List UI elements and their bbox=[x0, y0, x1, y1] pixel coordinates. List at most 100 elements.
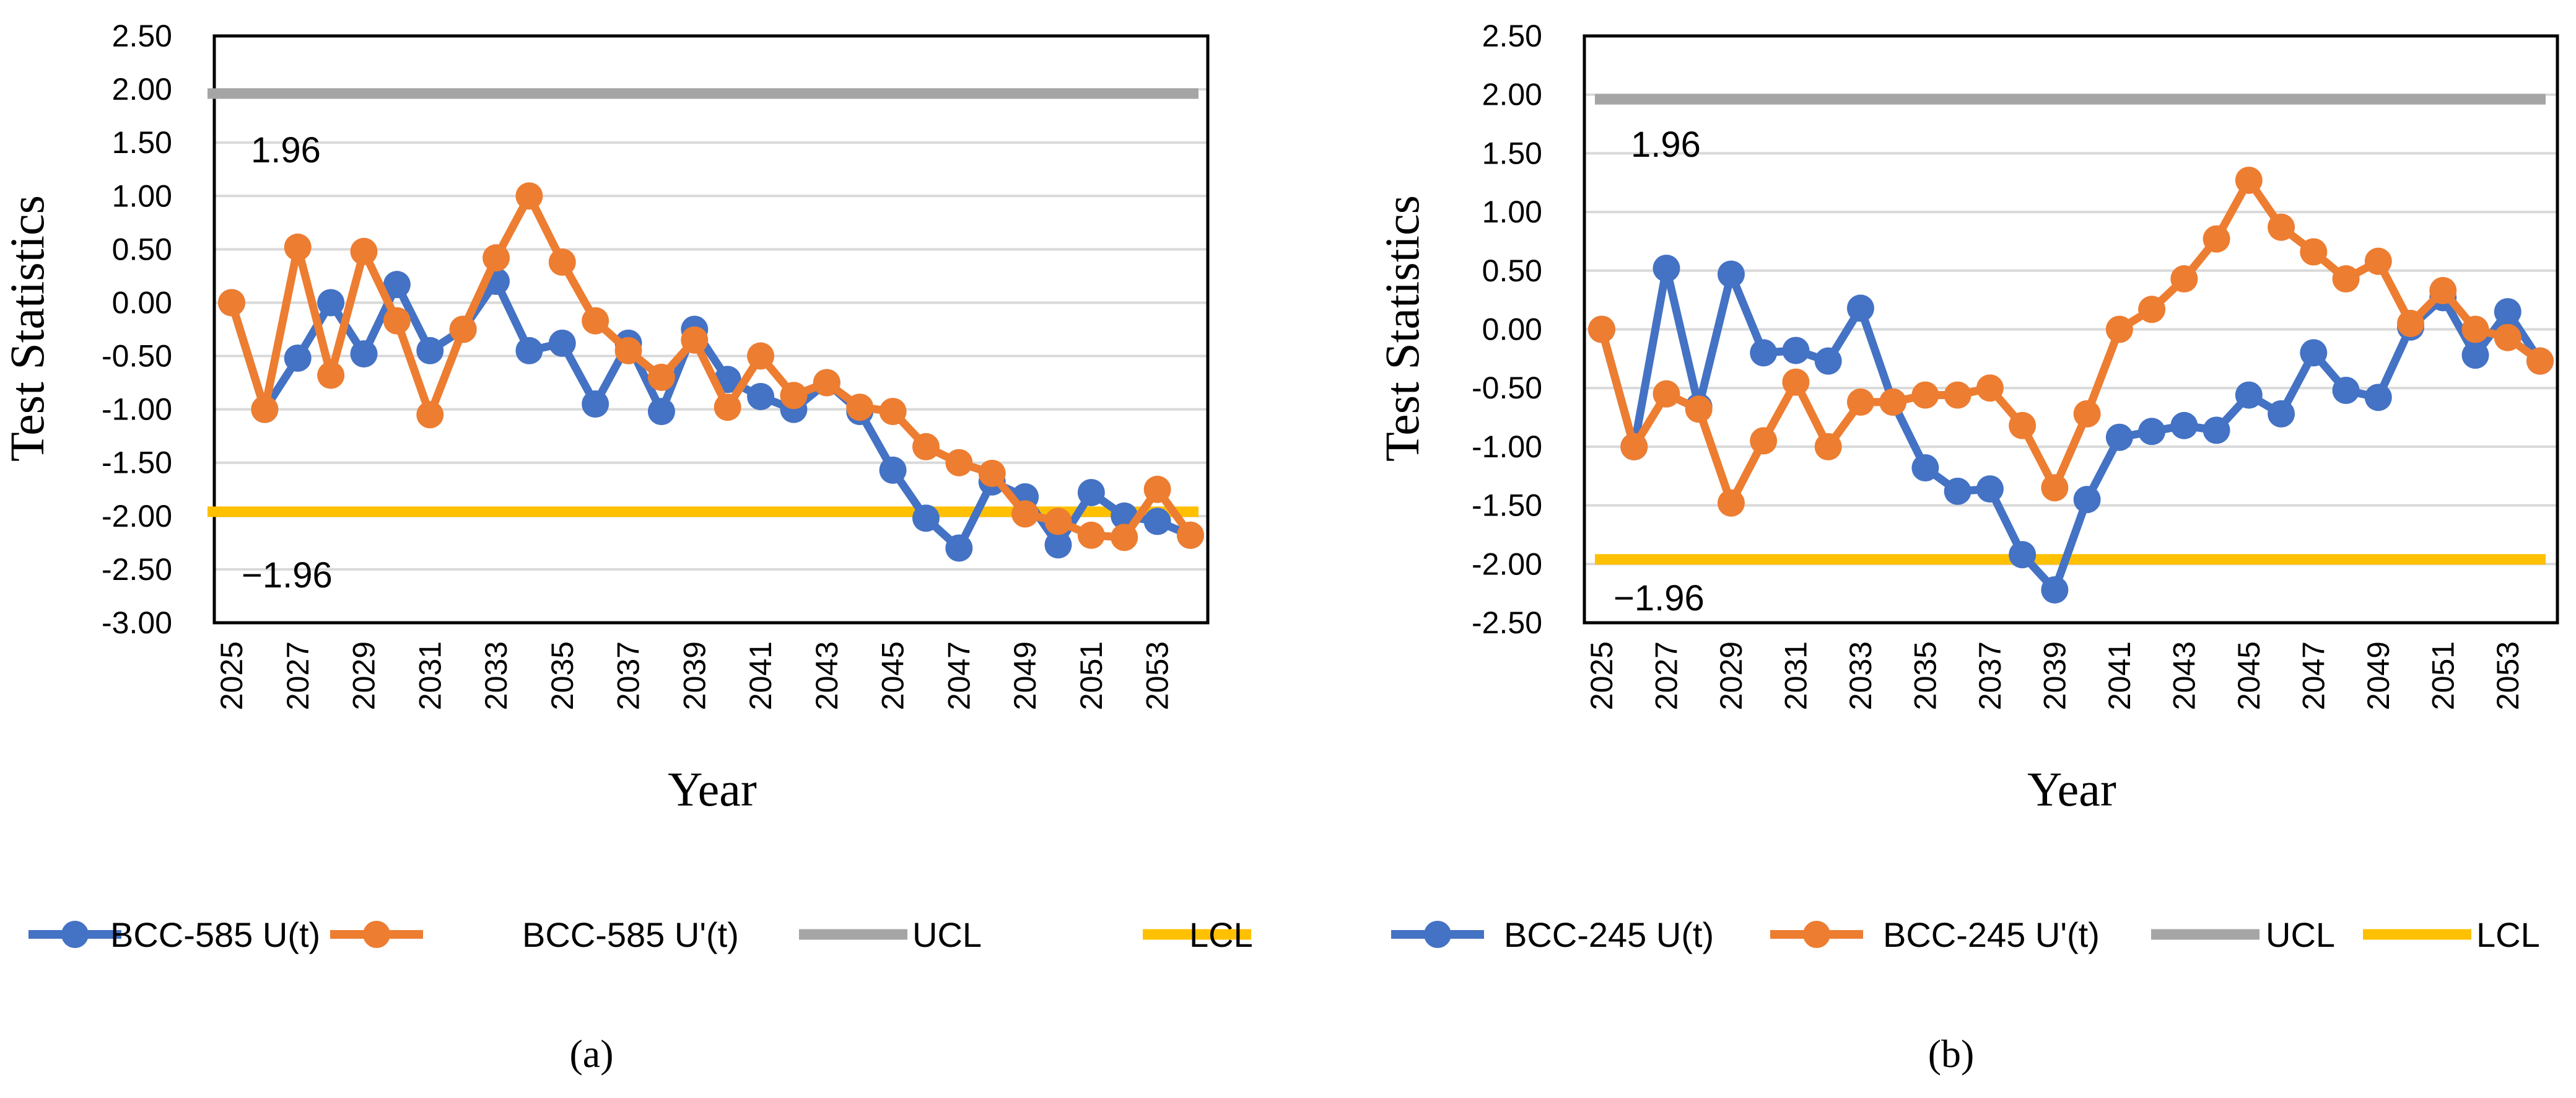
data-point bbox=[780, 382, 808, 410]
data-point bbox=[1111, 524, 1138, 551]
y-tick-label: -2.50 bbox=[102, 552, 172, 587]
y-tick-label: 2.50 bbox=[112, 19, 172, 53]
ucl-value-label: 1.96 bbox=[1631, 125, 1701, 165]
x-tick-label: 2039 bbox=[2037, 641, 2072, 710]
data-point bbox=[1044, 531, 1072, 559]
data-point bbox=[1750, 427, 1778, 455]
data-point bbox=[2138, 418, 2166, 446]
data-point bbox=[1143, 475, 1171, 503]
x-tick-label: 2035 bbox=[1908, 641, 1942, 710]
data-point bbox=[2364, 384, 2392, 411]
data-point bbox=[350, 237, 378, 265]
data-point bbox=[284, 344, 312, 372]
data-point bbox=[1814, 347, 1842, 375]
y-tick-label: 2.50 bbox=[1482, 19, 1542, 53]
legend-label: LCL bbox=[2476, 915, 2540, 954]
x-tick-label: 2047 bbox=[941, 641, 976, 710]
y-tick-label: -2.00 bbox=[1472, 547, 1542, 581]
data-point bbox=[1011, 500, 1039, 528]
data-point bbox=[2397, 310, 2425, 338]
data-point bbox=[1588, 315, 1615, 343]
y-tick-label: -2.00 bbox=[102, 499, 172, 534]
data-point bbox=[1944, 381, 1971, 409]
x-tick-label: 2049 bbox=[1008, 641, 1042, 710]
legend: BCC-585 U(t) BCC-585 U'(t) UCL LCL bbox=[28, 915, 1253, 954]
data-point bbox=[2138, 296, 2166, 323]
data-point bbox=[582, 307, 609, 335]
data-point bbox=[1177, 521, 1204, 549]
x-tick-label: 2025 bbox=[214, 641, 249, 710]
x-tick-label: 2033 bbox=[1843, 641, 1878, 710]
data-point bbox=[1911, 454, 1939, 481]
data-point bbox=[284, 233, 312, 261]
data-point bbox=[647, 363, 675, 391]
x-tick-label: 2043 bbox=[810, 641, 844, 710]
x-tick-label: 2035 bbox=[545, 641, 580, 710]
data-point bbox=[2461, 315, 2489, 343]
y-tick-label: 1.50 bbox=[1482, 136, 1542, 170]
data-point bbox=[2268, 213, 2295, 241]
plot-frame bbox=[212, 34, 1210, 625]
y-tick-label: -0.50 bbox=[102, 339, 172, 374]
x-tick-label: 2041 bbox=[743, 641, 778, 710]
x-tick-label: 2041 bbox=[2102, 641, 2137, 710]
panel-caption: (b) bbox=[1928, 1032, 1975, 1076]
x-tick-label: 2053 bbox=[2491, 641, 2525, 710]
data-point bbox=[2105, 315, 2133, 343]
data-point bbox=[2235, 166, 2263, 194]
y-axis-title: Test Statistics bbox=[0, 195, 54, 462]
x-tick-label: 2053 bbox=[1140, 641, 1175, 710]
data-point bbox=[846, 393, 874, 421]
data-point bbox=[1685, 395, 1713, 423]
data-point bbox=[879, 398, 907, 426]
data-point bbox=[251, 395, 279, 423]
x-tick-label: 2039 bbox=[677, 641, 712, 710]
data-point bbox=[1782, 336, 1810, 364]
ucl-value-label: 1.96 bbox=[251, 130, 321, 170]
data-point bbox=[2073, 400, 2101, 428]
legend-marker bbox=[1424, 921, 1451, 948]
legend-label: BCC-245 U(t) bbox=[1504, 915, 1714, 954]
x-tick-label: 2027 bbox=[281, 641, 315, 710]
lcl-value-label: −1.96 bbox=[1613, 578, 1705, 618]
data-point bbox=[2332, 265, 2360, 293]
legend: BCC-245 U(t) BCC-245 U'(t) UCL LCL bbox=[1391, 915, 2540, 954]
y-tick-label: 0.00 bbox=[1482, 312, 1542, 347]
y-axis-title: Test Statistics bbox=[1375, 195, 1429, 462]
x-tick-label: 2051 bbox=[2425, 641, 2460, 710]
x-tick-label: 2045 bbox=[876, 641, 910, 710]
data-point bbox=[2203, 416, 2230, 444]
data-point bbox=[548, 329, 576, 357]
data-point bbox=[2364, 247, 2392, 275]
data-point bbox=[647, 398, 675, 426]
data-point bbox=[912, 433, 940, 460]
legend-marker bbox=[1803, 921, 1830, 948]
data-point bbox=[1911, 381, 1939, 409]
data-point bbox=[2073, 486, 2101, 514]
x-tick-label: 2049 bbox=[2361, 641, 2396, 710]
data-point bbox=[515, 336, 543, 364]
x-tick-label: 2045 bbox=[2232, 641, 2266, 710]
y-tick-label: 1.00 bbox=[112, 178, 172, 213]
data-point bbox=[2526, 347, 2554, 375]
y-tick-label: -0.50 bbox=[1472, 371, 1542, 405]
plot-frame bbox=[1583, 34, 2559, 625]
x-axis-title: Year bbox=[2027, 762, 2116, 816]
x-axis-title: Year bbox=[668, 762, 757, 816]
data-point bbox=[614, 336, 642, 364]
legend-marker bbox=[363, 921, 390, 948]
series-line-bcc-245-u-t- bbox=[1597, 176, 2543, 507]
data-point bbox=[2041, 474, 2069, 502]
data-point bbox=[1879, 388, 1907, 416]
data-point bbox=[714, 393, 741, 421]
x-tick-label: 2037 bbox=[1973, 641, 2007, 710]
x-tick-label: 2029 bbox=[347, 641, 382, 710]
x-tick-label: 2033 bbox=[479, 641, 513, 710]
y-tick-label: 2.00 bbox=[112, 72, 172, 107]
data-point bbox=[416, 336, 444, 364]
y-tick-label: -1.50 bbox=[102, 446, 172, 480]
data-point bbox=[383, 307, 411, 335]
legend-label: UCL bbox=[912, 915, 982, 954]
data-point bbox=[1717, 260, 1745, 288]
data-point bbox=[1717, 489, 1745, 517]
